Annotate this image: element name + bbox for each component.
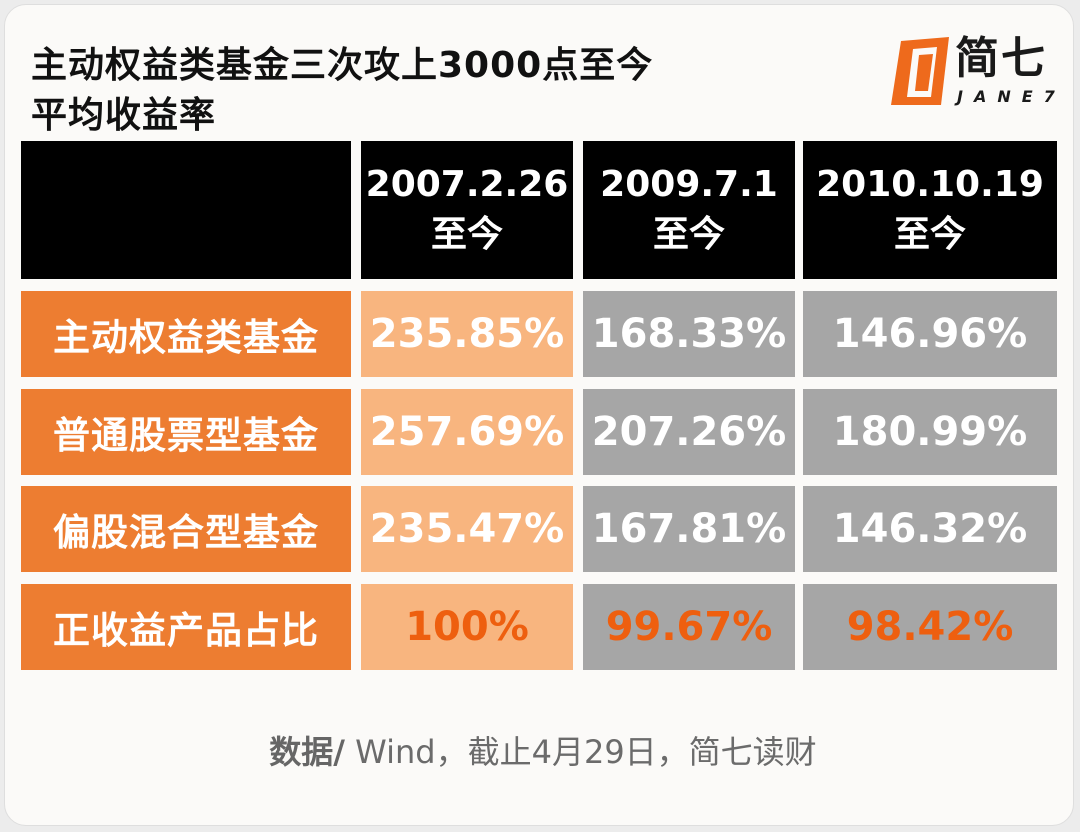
brand-logo: 简七 JANE7 [887, 33, 1057, 115]
table-value-cell: 146.32% [803, 486, 1057, 572]
card: 主动权益类基金三次攻上3000点至今 平均收益率 简七 JANE7 2007.2… [4, 4, 1074, 826]
logo-subtitle: JANE7 [957, 87, 1066, 106]
row-label: 偏股混合型基金 [21, 486, 351, 572]
logo-name: 简七 [955, 33, 1047, 84]
table-value-cell: 100% [361, 584, 573, 670]
column-header-date: 2010.10.19 [816, 164, 1044, 205]
column-header-date: 2007.2.26 [365, 164, 569, 205]
table-value-cell: 235.47% [361, 486, 573, 572]
source-text: Wind，截止4月29日，简七读财 [345, 733, 817, 771]
table-value-cell: 257.69% [361, 389, 573, 475]
title-line-2: 平均收益率 [31, 95, 217, 136]
table-value-cell: 235.85% [361, 291, 573, 377]
row-label: 主动权益类基金 [21, 291, 351, 377]
table-value-cell: 167.81% [583, 486, 795, 572]
table-value-cell: 99.67% [583, 584, 795, 670]
source-note: 数据/ Wind，截止4月29日，简七读财 [5, 727, 1080, 773]
title-line-1: 主动权益类基金三次攻上3000点至今 [31, 45, 654, 86]
column-header: 2010.10.19 至今 [803, 141, 1057, 279]
table-value-cell: 180.99% [803, 389, 1057, 475]
source-prefix: 数据/ [269, 733, 345, 771]
row-label: 普通股票型基金 [21, 389, 351, 475]
column-header-date: 2009.7.1 [600, 164, 778, 205]
table-value-cell: 146.96% [803, 291, 1057, 377]
column-header-suffix: 至今 [652, 214, 725, 255]
header-corner-cell [21, 141, 351, 279]
column-header-suffix: 至今 [430, 214, 503, 255]
row-label: 正收益产品占比 [21, 584, 351, 670]
chart-title: 主动权益类基金三次攻上3000点至今 平均收益率 [31, 41, 791, 141]
table-value-cell: 207.26% [583, 389, 795, 475]
logo-mark-icon [891, 37, 949, 105]
table-value-cell: 168.33% [583, 291, 795, 377]
column-header: 2007.2.26 至今 [361, 141, 573, 279]
column-header: 2009.7.1 至今 [583, 141, 795, 279]
column-header-suffix: 至今 [893, 214, 966, 255]
table-value-cell: 98.42% [803, 584, 1057, 670]
